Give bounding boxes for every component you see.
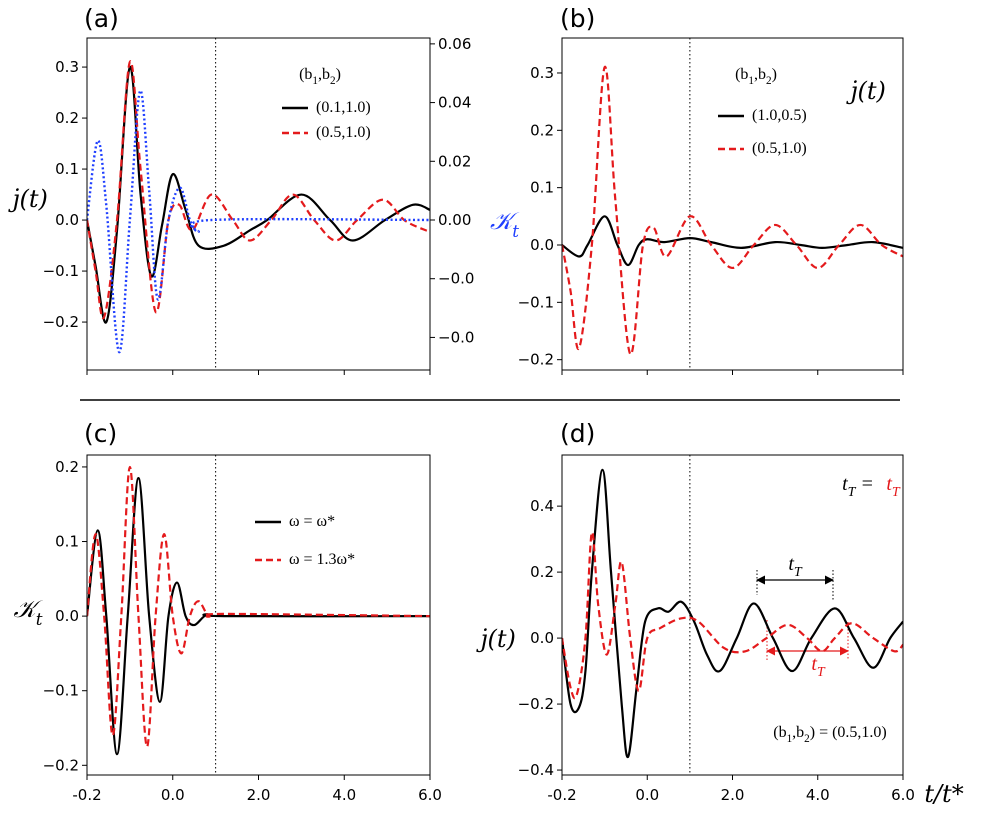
panel: (a) −0.2 −0.1 0.0 0.1 0.2 0.3 −0.0 −0.0 0.00 0.02 0… [8, 4, 520, 375]
plot-frame [86, 37, 431, 371]
panel: (d) −0.4 −0.2 0.0 0.2 0.4 -0.2 0.0 2.0 4.0 6.0 j̇(t… [476, 419, 964, 808]
y-tick-label: 0.3 [55, 58, 79, 76]
data-line [562, 66, 903, 356]
y-tick-label: 0.0 [55, 607, 79, 625]
y2-tick-label: −0.0 [438, 328, 474, 346]
x-tick-label: 2.0 [721, 786, 745, 804]
y-tick-label: −0.2 [518, 695, 554, 713]
annotation: tT = [842, 473, 874, 500]
y-tick-label: −0.2 [518, 350, 554, 368]
data-line [87, 465, 430, 748]
y-tick-label: 0.2 [55, 109, 79, 127]
annotation: tT [886, 473, 901, 500]
panel-title: (b) [560, 4, 595, 33]
data-line [562, 531, 903, 700]
panel: (b) −0.2 −0.1 0.0 0.1 0.2 0.3 j̇(t) (b1,b2) (1.0,… [518, 4, 904, 375]
legend-label: (0.1,1.0) [316, 99, 371, 116]
y-tick-label: 0.1 [530, 178, 554, 196]
panel-title: (c) [84, 419, 117, 448]
x-tick-label: 6.0 [418, 786, 442, 804]
legend-label: ω = ω* [289, 513, 335, 530]
legend-label: (0.5,1.0) [316, 124, 371, 141]
data-line [562, 215, 903, 267]
x-tick-label: 0.0 [635, 786, 659, 804]
y-tick-label: 0.1 [55, 160, 79, 178]
y-tick-label: −0.2 [43, 313, 79, 331]
y2-tick-label: 0.06 [438, 34, 471, 52]
x-tick-label: 4.0 [806, 786, 830, 804]
x-tick-label: -0.2 [72, 786, 101, 804]
y2-tick-label: −0.0 [438, 269, 474, 287]
legend-title: (b1,b2) [735, 66, 777, 87]
period-arrows [756, 570, 849, 660]
y-tick-label: 0.4 [530, 497, 554, 515]
plot-frame [561, 37, 904, 371]
y-axis-label: j̇(t) [8, 185, 48, 213]
y-tick-label: 0.0 [530, 629, 554, 647]
x-axis-label: t/t* [924, 780, 963, 808]
panel: (c) −0.2 −0.1 0.0 0.1 0.2 -0.2 0.0 2.0 4.0 6.0 𝒦t ω … [13, 419, 441, 804]
y-tick-label: −0.2 [43, 756, 79, 774]
y-tick-label: −0.1 [43, 262, 79, 280]
y2-axis-label: 𝒦t [490, 207, 520, 241]
y-tick-label: −0.4 [518, 761, 554, 779]
legend-title: (b1,b2) [299, 66, 341, 87]
y2-tick-label: 0.04 [438, 93, 471, 111]
x-tick-label: 6.0 [891, 786, 915, 804]
panel-title: (a) [84, 4, 119, 33]
y2-tick-label: 0.02 [438, 152, 471, 170]
annotation: (b1,b2) = (0.5,1.0) [773, 724, 887, 745]
legend-label: ω = 1.3ω* [289, 551, 355, 568]
plot-frame [561, 454, 904, 776]
y-axis-label: 𝒦t [13, 595, 43, 629]
legend-label: (1.0,0.5) [752, 107, 807, 124]
annotation: tT [811, 653, 826, 680]
data-line [87, 89, 430, 354]
panel-title: (d) [560, 419, 595, 448]
y-tick-label: −0.1 [43, 681, 79, 699]
y-axis-label: j̇(t) [476, 625, 516, 653]
y-tick-label: 0.3 [530, 63, 554, 81]
y-tick-label: 0.2 [530, 563, 554, 581]
y-tick-label: 0.0 [55, 211, 79, 229]
annotation: tT [788, 553, 803, 580]
x-tick-label: 0.0 [161, 786, 185, 804]
data-line [562, 468, 903, 758]
x-tick-label: -0.2 [547, 786, 576, 804]
plot-frame [86, 454, 431, 776]
y-tick-label: 0.1 [55, 532, 79, 550]
y-tick-label: 0.2 [55, 457, 79, 475]
legend-label: (0.5,1.0) [752, 140, 807, 157]
y-tick-label: −0.1 [518, 293, 554, 311]
x-tick-label: 2.0 [247, 786, 271, 804]
y2-tick-label: 0.00 [438, 210, 471, 228]
y-tick-label: 0.0 [530, 235, 554, 253]
y-axis-label: j̇(t) [846, 77, 886, 105]
data-line [87, 60, 430, 320]
y-tick-label: 0.2 [530, 121, 554, 139]
x-tick-label: 4.0 [332, 786, 356, 804]
